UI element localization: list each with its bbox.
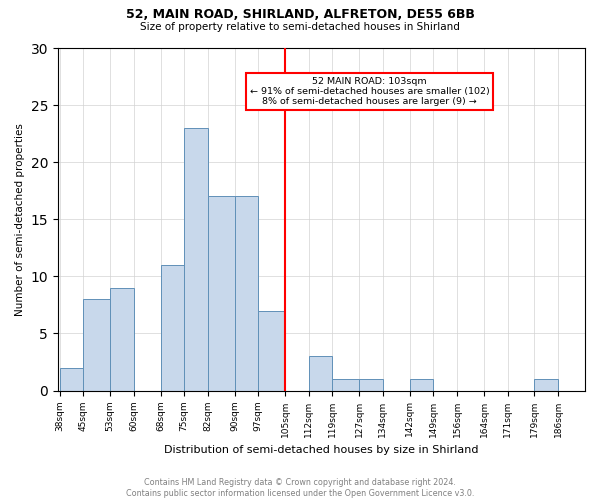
Text: Contains HM Land Registry data © Crown copyright and database right 2024.
Contai: Contains HM Land Registry data © Crown c… [126, 478, 474, 498]
Bar [110, 288, 134, 390]
Bar [161, 265, 184, 390]
Text: 52, MAIN ROAD, SHIRLAND, ALFRETON, DE55 6BB: 52, MAIN ROAD, SHIRLAND, ALFRETON, DE55 … [125, 8, 475, 20]
Bar [184, 128, 208, 390]
Bar [259, 310, 285, 390]
Text: Size of property relative to semi-detached houses in Shirland: Size of property relative to semi-detach… [140, 22, 460, 32]
X-axis label: Distribution of semi-detached houses by size in Shirland: Distribution of semi-detached houses by … [164, 445, 479, 455]
Y-axis label: Number of semi-detached properties: Number of semi-detached properties [15, 123, 25, 316]
Bar [83, 299, 110, 390]
Text: 52 MAIN ROAD: 103sqm
← 91% of semi-detached houses are smaller (102)
8% of semi-: 52 MAIN ROAD: 103sqm ← 91% of semi-detac… [250, 76, 490, 106]
Bar [309, 356, 332, 390]
Bar [359, 379, 383, 390]
Bar [208, 196, 235, 390]
Bar [410, 379, 433, 390]
Bar [332, 379, 359, 390]
Bar [235, 196, 259, 390]
Bar [535, 379, 558, 390]
Bar [59, 368, 83, 390]
